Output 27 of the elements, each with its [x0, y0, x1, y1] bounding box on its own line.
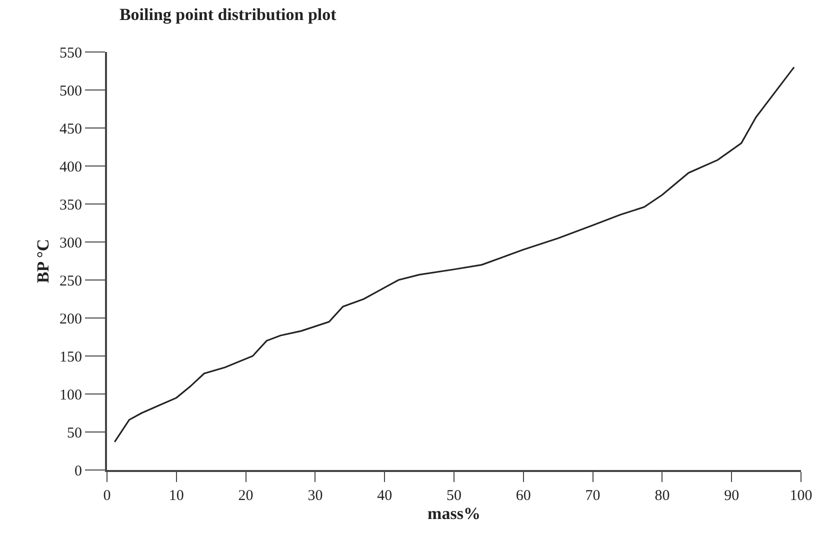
y-tick-label: 0 — [74, 463, 82, 480]
y-tick-label: 250 — [60, 273, 82, 290]
x-axis-title: mass% — [428, 504, 480, 523]
x-tick-label: 60 — [516, 488, 531, 504]
y-tick-label: 100 — [60, 387, 82, 404]
x-tick-label: 50 — [446, 488, 462, 504]
x-tick-label: 70 — [585, 488, 600, 504]
y-tick-label: 50 — [67, 425, 82, 442]
y-tick-label: 450 — [60, 121, 82, 138]
y-tick-label: 150 — [60, 349, 82, 366]
y-axis-title: BP °C — [34, 238, 53, 284]
y-tick-label: 350 — [60, 197, 82, 214]
line-series — [114, 66, 795, 443]
y-tick-label: 500 — [60, 83, 82, 100]
x-tick-label: 40 — [377, 488, 392, 504]
x-tick-label: 0 — [103, 488, 111, 504]
y-tick-label: 400 — [60, 159, 82, 176]
x-tick-label: 30 — [308, 488, 323, 504]
chart-title: Boiling point distribution plot — [119, 5, 337, 24]
y-tick-label: 200 — [60, 311, 82, 328]
x-tick-label: 10 — [168, 488, 184, 504]
y-tick-label: 300 — [60, 235, 82, 252]
x-tick-label: 80 — [654, 488, 670, 504]
y-tick-label: 550 — [60, 45, 82, 62]
x-tick-label: 20 — [238, 488, 254, 504]
x-tick-label: 100 — [790, 488, 812, 504]
x-tick-label: 90 — [724, 488, 740, 504]
